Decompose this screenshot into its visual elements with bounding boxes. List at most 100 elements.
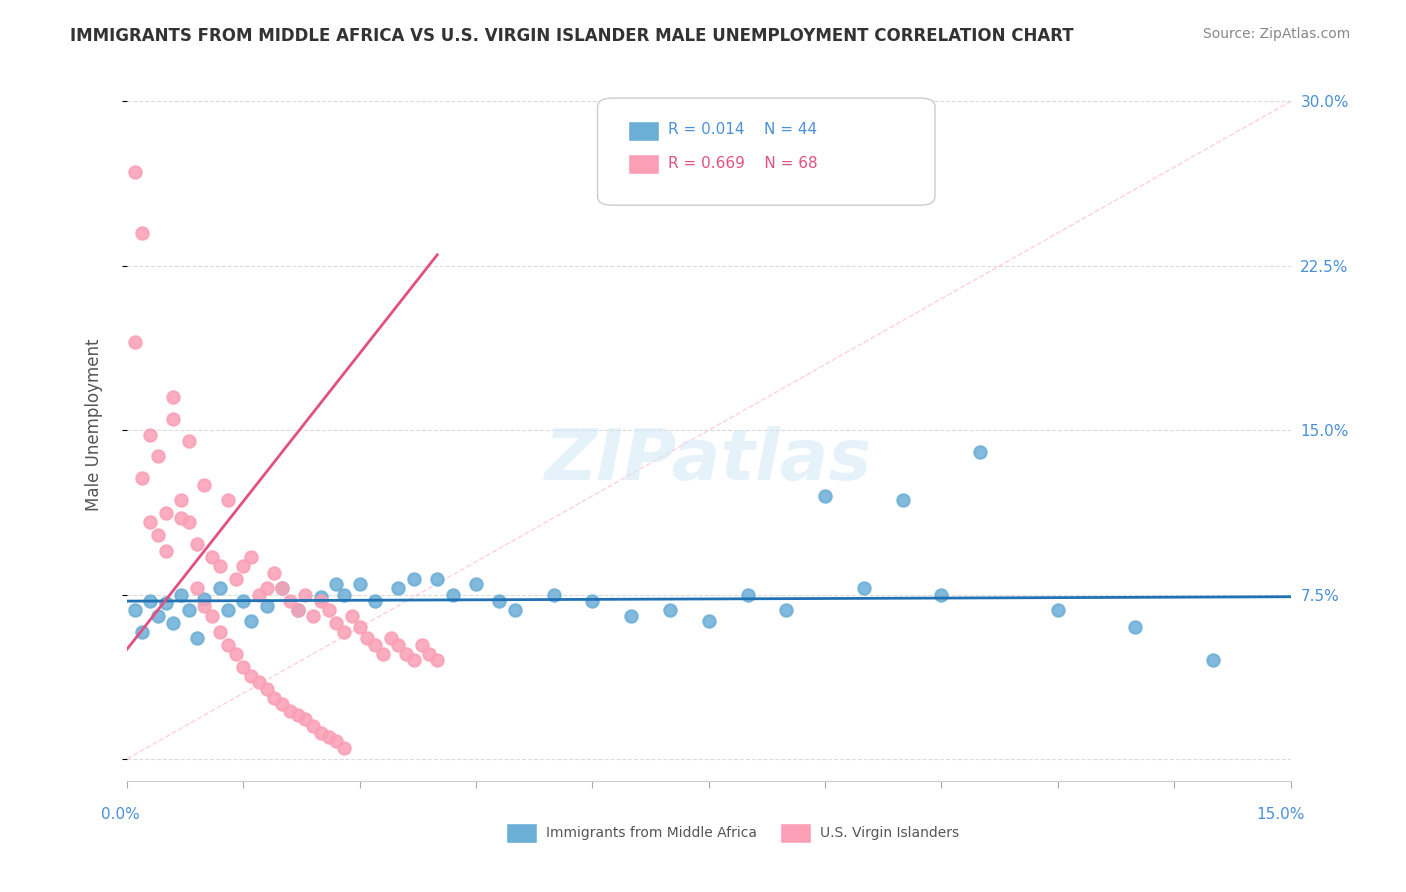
Point	[217, 603, 239, 617]
Point	[186, 632, 208, 646]
Point	[131, 471, 153, 485]
Point	[271, 581, 294, 595]
Point	[208, 624, 231, 639]
Text: U.S. Virgin Islanders: U.S. Virgin Islanders	[820, 826, 959, 840]
Point	[146, 528, 169, 542]
Point	[155, 596, 177, 610]
Point	[287, 603, 309, 617]
Point	[387, 638, 409, 652]
Point	[124, 335, 146, 350]
Point	[278, 704, 301, 718]
Point	[891, 493, 914, 508]
Point	[775, 603, 797, 617]
Point	[737, 588, 759, 602]
Point	[217, 638, 239, 652]
Point	[581, 594, 603, 608]
Point	[256, 581, 278, 595]
Point	[418, 647, 440, 661]
Point	[240, 614, 263, 628]
Point	[155, 507, 177, 521]
Point	[201, 609, 224, 624]
Point	[131, 226, 153, 240]
Point	[170, 493, 193, 508]
Point	[263, 566, 285, 580]
Point	[333, 624, 356, 639]
Point	[465, 576, 488, 591]
Text: 0.0%: 0.0%	[101, 807, 141, 822]
Point	[177, 603, 200, 617]
Point	[186, 581, 208, 595]
Point	[232, 559, 254, 574]
Point	[380, 632, 402, 646]
Point	[503, 603, 526, 617]
Point	[232, 660, 254, 674]
Point	[543, 588, 565, 602]
Point	[131, 624, 153, 639]
Point	[201, 550, 224, 565]
Point	[697, 614, 720, 628]
Point	[193, 478, 215, 492]
Text: R = 0.669    N = 68: R = 0.669 N = 68	[668, 156, 817, 170]
Point	[177, 434, 200, 449]
Point	[814, 489, 837, 503]
Point	[333, 588, 356, 602]
Text: Immigrants from Middle Africa: Immigrants from Middle Africa	[546, 826, 756, 840]
Point	[426, 653, 449, 667]
Point	[340, 609, 363, 624]
Point	[659, 603, 682, 617]
Text: Source: ZipAtlas.com: Source: ZipAtlas.com	[1202, 27, 1350, 41]
Point	[333, 741, 356, 756]
Point	[852, 581, 875, 595]
Text: IMMIGRANTS FROM MIDDLE AFRICA VS U.S. VIRGIN ISLANDER MALE UNEMPLOYMENT CORRELAT: IMMIGRANTS FROM MIDDLE AFRICA VS U.S. VI…	[70, 27, 1074, 45]
Point	[247, 675, 270, 690]
Point	[217, 493, 239, 508]
Point	[263, 690, 285, 705]
Point	[364, 638, 387, 652]
Point	[488, 594, 510, 608]
Point	[139, 515, 162, 529]
Point	[186, 537, 208, 551]
Point	[402, 653, 425, 667]
Point	[318, 730, 340, 744]
Point	[193, 591, 215, 606]
Point	[162, 615, 184, 630]
Point	[349, 576, 371, 591]
Point	[1046, 603, 1069, 617]
Point	[294, 713, 316, 727]
Point	[325, 576, 347, 591]
Point	[287, 708, 309, 723]
Point	[387, 581, 409, 595]
Point	[1125, 620, 1147, 634]
Point	[294, 588, 316, 602]
Y-axis label: Male Unemployment: Male Unemployment	[86, 338, 103, 511]
Point	[278, 594, 301, 608]
Point	[146, 609, 169, 624]
Point	[325, 734, 347, 748]
Point	[139, 594, 162, 608]
Point	[1202, 653, 1225, 667]
Text: R = 0.014    N = 44: R = 0.014 N = 44	[668, 122, 817, 136]
Point	[146, 450, 169, 464]
Point	[309, 725, 332, 739]
Point	[124, 603, 146, 617]
Point	[325, 615, 347, 630]
Point	[139, 427, 162, 442]
Point	[162, 412, 184, 426]
Point	[426, 572, 449, 586]
Point	[170, 588, 193, 602]
Point	[256, 599, 278, 613]
Point	[402, 572, 425, 586]
Point	[302, 609, 325, 624]
Point	[177, 515, 200, 529]
Point	[271, 581, 294, 595]
Point	[225, 647, 247, 661]
Point	[318, 603, 340, 617]
Point	[931, 588, 953, 602]
Point	[302, 719, 325, 733]
Point	[309, 594, 332, 608]
Point	[256, 681, 278, 696]
Point	[155, 543, 177, 558]
Point	[162, 390, 184, 404]
Point	[287, 603, 309, 617]
Point	[309, 590, 332, 604]
